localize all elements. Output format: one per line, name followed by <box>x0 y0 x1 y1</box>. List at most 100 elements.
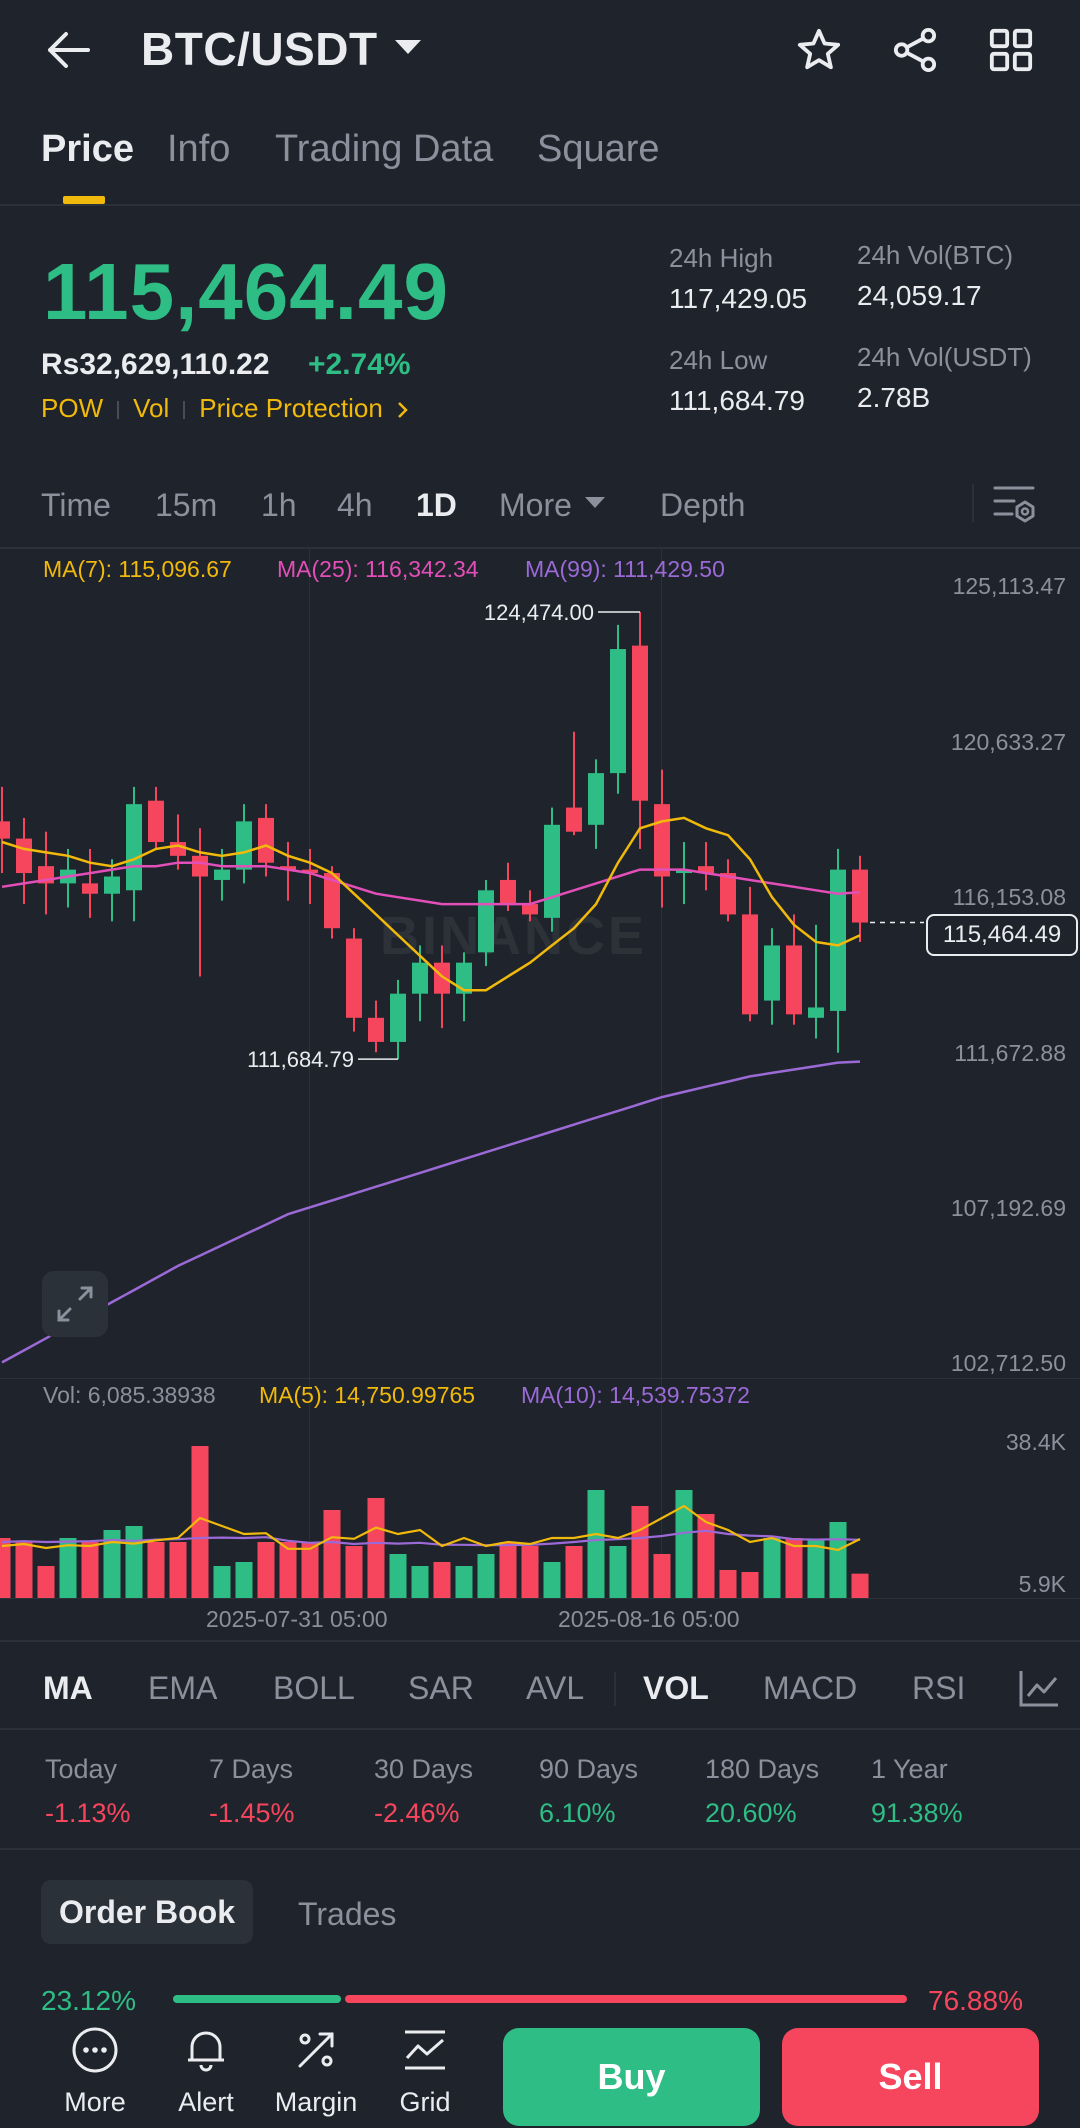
volume-bar <box>323 1510 341 1598</box>
x-axis-tick: 2025-07-31 05:00 <box>206 1606 388 1632</box>
candle-body <box>720 873 736 915</box>
indicator-settings-icon[interactable] <box>1018 1668 1060 1708</box>
candle-body <box>82 883 98 894</box>
candle-body <box>676 869 692 874</box>
volume-bar <box>741 1572 759 1598</box>
indicator-macd[interactable]: MACD <box>763 1670 858 1706</box>
expand-chart-button[interactable] <box>42 1271 108 1337</box>
candle-body <box>148 800 164 843</box>
volume-bar <box>279 1542 297 1598</box>
volume-bar <box>587 1490 605 1598</box>
volume-bar <box>653 1554 671 1598</box>
low-24h-label: 24h Low <box>669 345 768 375</box>
perf-value-today: -1.13% <box>45 1798 131 1828</box>
volume-bar <box>191 1446 209 1598</box>
candle-body <box>478 890 494 953</box>
tab-trades[interactable]: Trades <box>298 1896 397 1932</box>
grid-icon[interactable] <box>988 27 1034 73</box>
tf-more[interactable]: More <box>499 487 572 523</box>
candle-body <box>0 821 10 839</box>
sell-ratio-bar <box>345 1995 907 2003</box>
volume-bar <box>59 1538 77 1598</box>
tag-vol[interactable]: Vol <box>133 393 170 423</box>
tab-price[interactable]: Price <box>41 128 134 170</box>
tab-order-book[interactable]: Order Book <box>41 1880 253 1944</box>
vol-btc-label: 24h Vol(BTC) <box>857 240 1014 270</box>
divider <box>0 547 1080 549</box>
y-axis-tick: 102,712.50 <box>950 1350 1066 1376</box>
candle-body <box>16 838 32 874</box>
tf-time[interactable]: Time <box>41 487 111 523</box>
tag-pow[interactable]: POW <box>41 393 104 423</box>
candlestick-chart[interactable]: 124,474.00 111,684.79 <box>0 548 1080 1378</box>
perf-value-7d: -1.45% <box>209 1798 295 1828</box>
indicator-ema[interactable]: EMA <box>148 1670 218 1706</box>
indicator-vol[interactable]: VOL <box>643 1670 709 1706</box>
tag-separator <box>183 401 186 420</box>
divider <box>0 1640 1080 1642</box>
candle-body <box>632 645 648 801</box>
nav-grid-label: Grid <box>399 2087 451 2117</box>
tag-row: POW Vol Price Protection <box>41 393 410 424</box>
candle-body <box>500 879 516 905</box>
perf-value-90d: 6.10% <box>539 1798 616 1828</box>
candle-body <box>236 821 252 870</box>
candle-body <box>698 866 714 874</box>
tab-info[interactable]: Info <box>167 128 231 170</box>
buy-button[interactable]: Buy <box>503 2028 760 2126</box>
indicator-avl[interactable]: AVL <box>526 1670 585 1706</box>
divider <box>0 1848 1080 1850</box>
indicator-rsi[interactable]: RSI <box>912 1670 966 1706</box>
nav-more-label: More <box>64 2087 126 2117</box>
perf-label-today: Today <box>45 1754 118 1784</box>
chevron-down-icon[interactable] <box>585 497 605 508</box>
high-24h-label: 24h High <box>669 243 774 273</box>
candle-body <box>610 649 626 774</box>
candle-body <box>280 866 296 870</box>
chart-gridline <box>0 1598 1080 1599</box>
tab-trading-data[interactable]: Trading Data <box>275 128 494 170</box>
candle-body <box>192 855 208 877</box>
perf-value-30d: -2.46% <box>374 1798 460 1828</box>
nav-margin[interactable]: Margin <box>261 2026 371 2118</box>
vol-ma5-legend: MA(5): 14,750.99765 <box>259 1382 476 1408</box>
ma7-line <box>1 816 861 992</box>
nav-alert[interactable]: Alert <box>151 2026 261 2118</box>
tag-price-protection[interactable]: Price Protection <box>199 393 383 423</box>
volume-bar <box>213 1566 231 1598</box>
indicator-ma[interactable]: MA <box>43 1670 93 1706</box>
tf-1d[interactable]: 1D <box>416 487 457 523</box>
nav-more[interactable]: More <box>40 2026 150 2118</box>
vol-btc-value: 24,059.17 <box>857 280 982 311</box>
volume-chart[interactable] <box>0 1420 1080 1600</box>
star-icon[interactable] <box>796 27 842 73</box>
tab-square[interactable]: Square <box>537 128 660 170</box>
tf-1h[interactable]: 1h <box>261 487 297 523</box>
pair-title[interactable]: BTC/USDT <box>141 23 378 75</box>
ma25-line <box>1 861 861 906</box>
y-axis-tick: 111,672.88 <box>954 1040 1066 1066</box>
back-arrow-icon[interactable] <box>46 30 90 70</box>
divider <box>972 484 974 522</box>
tf-15m[interactable]: 15m <box>155 487 218 523</box>
fiat-price: Rs32,629,110.22 <box>41 348 270 381</box>
candle-body <box>390 993 406 1042</box>
indicator-boll[interactable]: BOLL <box>273 1670 355 1706</box>
volume-bar <box>455 1566 473 1598</box>
chevron-right-icon[interactable] <box>396 400 410 420</box>
candle-body <box>126 804 142 891</box>
indicator-sar[interactable]: SAR <box>408 1670 474 1706</box>
tf-4h[interactable]: 4h <box>337 487 373 523</box>
chevron-down-icon[interactable] <box>395 40 421 54</box>
sell-button[interactable]: Sell <box>782 2028 1039 2126</box>
chart-settings-icon[interactable] <box>992 483 1036 525</box>
candle-body <box>170 842 186 856</box>
tf-depth[interactable]: Depth <box>660 487 746 523</box>
vol-ma10-line <box>1 1529 861 1547</box>
divider <box>614 1672 616 1706</box>
nav-grid[interactable]: Grid <box>370 2026 480 2118</box>
high-24h-value: 117,429.05 <box>669 283 808 314</box>
volume-bar <box>103 1530 121 1598</box>
share-icon[interactable] <box>892 27 938 73</box>
candle-body <box>544 824 560 918</box>
